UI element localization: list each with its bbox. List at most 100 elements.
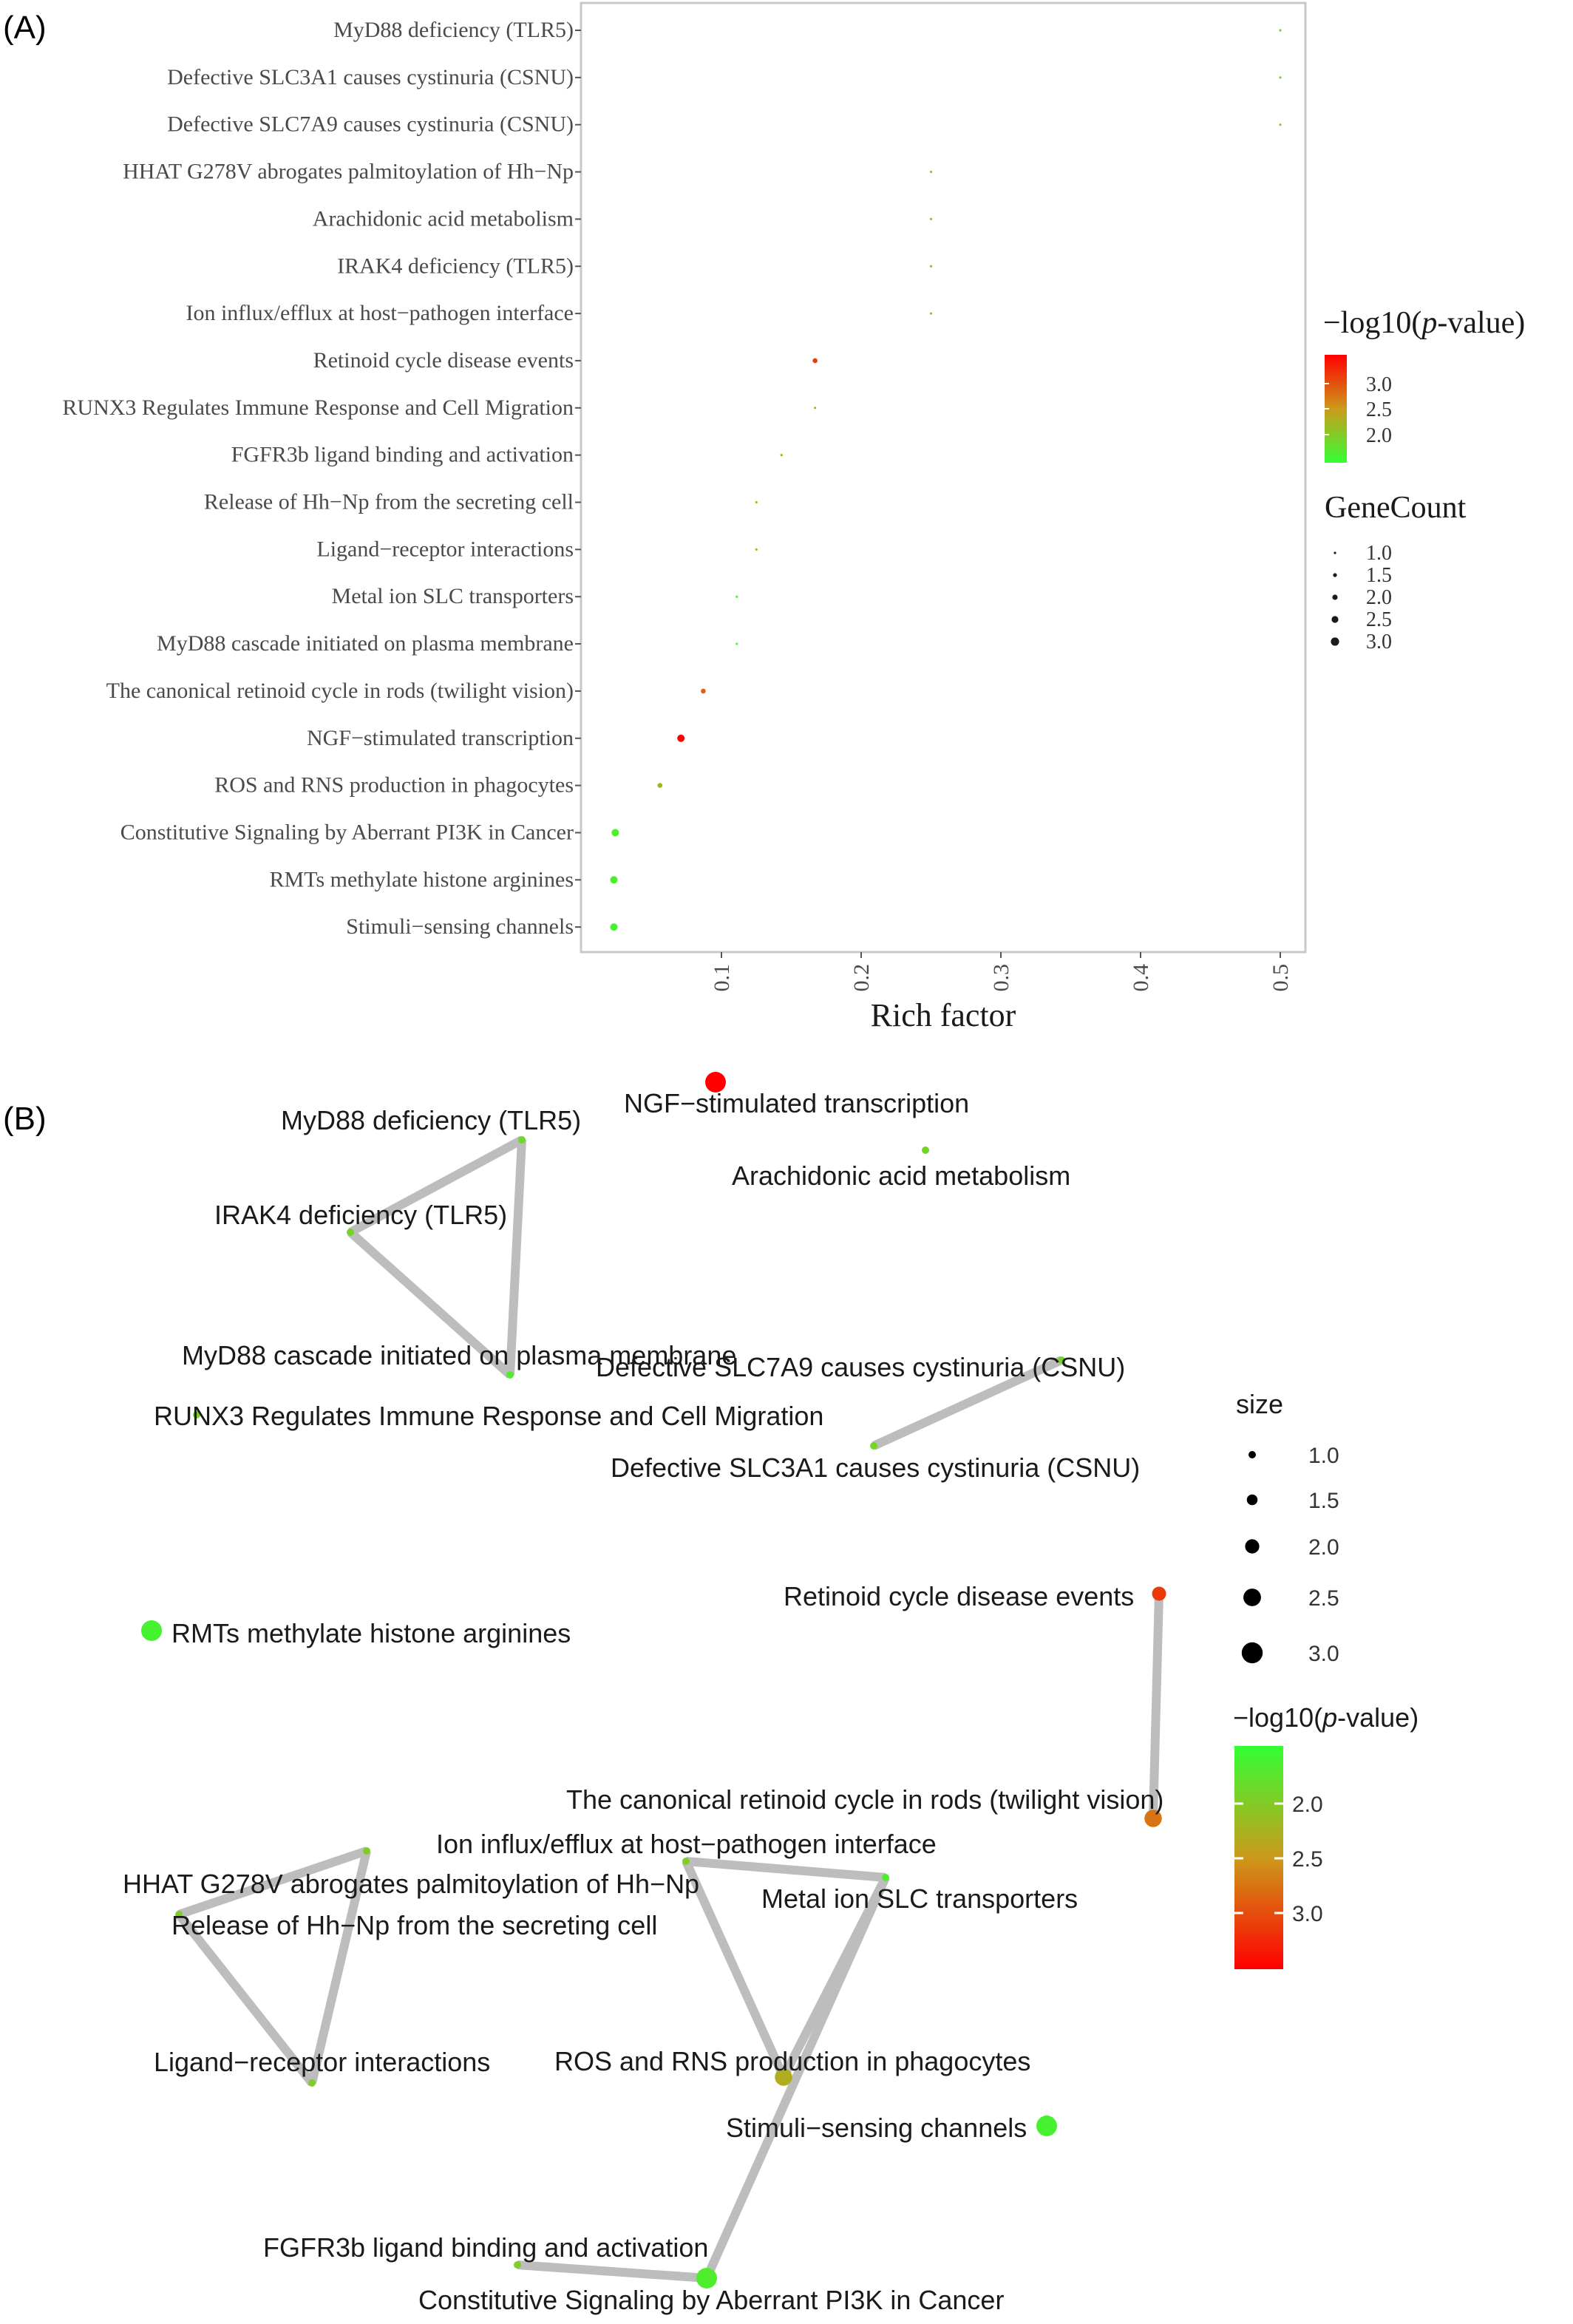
color-tick-label: 2.0 [1366,424,1392,447]
panel-a-label: (A) [3,10,47,46]
network-node-label: NGF−stimulated transcription [624,1088,969,1118]
network-node-label: Defective SLC3A1 causes cystinuria (CSNU… [611,1452,1140,1483]
size-legend-dot-b [1248,1451,1256,1458]
network-node [193,1411,200,1418]
size-legend-dot-b [1245,1539,1260,1554]
network-edges [175,1135,1163,2283]
network-edge [517,2260,707,2283]
y-tick-label: RUNX3 Regulates Immune Response and Cell… [62,395,574,420]
network-edge [175,1912,316,2086]
network-node [1036,2116,1057,2136]
network-edge [682,1859,788,2079]
size-legend-dot [1331,637,1339,646]
y-tick-label: MyD88 cascade initiated on plasma membra… [157,631,574,656]
data-point [755,548,758,551]
network-node-label: MyD88 deficiency (TLR5) [281,1105,581,1135]
size-legend-label: 2.0 [1366,586,1392,609]
network-node [308,2079,316,2087]
network-edge [1149,1593,1163,1819]
network-node-label: Arachidonic acid metabolism [732,1161,1070,1191]
network-node [696,2268,717,2289]
color-legend-title: −log10(p-value) [1323,306,1525,340]
color-tick-label: 2.5 [1366,398,1392,421]
network-node [775,2068,792,2086]
y-axis-labels: MyD88 deficiency (TLR5) Defective SLC3A1 … [62,18,581,939]
network-node [518,1136,526,1144]
color-legend-ticks-b: 2.0 2.5 3.0 [1234,1793,1323,1926]
network-edge [872,1356,1064,1450]
network-nodes [141,1072,1166,2289]
data-point [929,265,933,268]
network-node-label: IRAK4 deficiency (TLR5) [214,1200,507,1230]
size-legend-label: 2.5 [1366,608,1392,631]
y-tick-label: Constitutive Signaling by Aberrant PI3K … [120,820,574,844]
size-legend-dot [1334,551,1336,554]
y-tick-label: Defective SLC7A9 causes cystinuria (CSNU… [167,112,574,137]
data-point [610,923,618,931]
y-tick-label: RMTs methylate histone arginines [270,867,574,891]
y-tick-label: Ion influx/efflux at host−pathogen inter… [186,301,574,325]
y-tick-label: MyD88 deficiency (TLR5) [333,18,574,42]
y-tick-label: ROS and RNS production in phagocytes [214,773,574,798]
size-legend-label-b: 1.0 [1308,1444,1339,1468]
data-point [610,876,618,884]
data-point [929,170,933,174]
data-point [677,734,685,742]
network-node [922,1146,929,1154]
y-tick-label: FGFR3b ligand binding and activation [231,443,574,467]
panel-a-dot-plot: MyD88 deficiency (TLR5) Defective SLC3A1 … [62,1,1525,1033]
network-node [175,1911,183,1918]
network-node [1144,1810,1162,1827]
size-legend-dot [1331,616,1339,623]
network-node [1058,1356,1065,1364]
network-node-label: MyD88 cascade initiated on plasma membra… [182,1340,736,1370]
network-node-label: Defective SLC7A9 causes cystinuria (CSNU… [596,1352,1125,1382]
color-legend-title-b: −log10(p-value) [1233,1702,1419,1733]
data-point [812,358,818,364]
size-legend-items: 1.01.52.02.53.0 [1331,542,1392,653]
data-points [610,29,1282,931]
size-legend-label-b: 2.0 [1308,1535,1339,1560]
network-node [506,1371,514,1379]
data-point [780,454,783,457]
data-point [1279,123,1282,126]
x-axis-title: Rich factor [871,997,1016,1033]
network-node-label: Retinoid cycle disease events [784,1581,1134,1611]
network-edge [506,1139,526,1376]
y-tick-label: NGF−stimulated transcription [307,726,574,750]
data-point [735,595,738,598]
network-node-label: Release of Hh−Np from the secreting cell [171,1910,657,1940]
size-legend-label: 3.0 [1366,631,1392,653]
network-node-label: RUNX3 Regulates Immune Response and Cell… [154,1401,823,1431]
network-node-label: The canonical retinoid cycle in rods (tw… [566,1784,1163,1815]
color-tick-label: 3.0 [1366,373,1392,396]
network-edge [348,1135,524,1237]
network-node [514,2261,521,2269]
network-node [682,1858,690,1865]
color-tick-label-b: 2.0 [1292,1793,1323,1817]
size-legend-label: 1.5 [1366,564,1392,587]
panel-b-network: NGF−stimulated transcription MyD88 defici… [123,1072,1419,2315]
panel-b-label: (B) [3,1101,47,1137]
y-tick-label: Metal ion SLC transporters [332,584,574,608]
y-tick-label: Stimuli−sensing channels [346,914,574,939]
network-node [705,1072,726,1093]
network-node [870,1442,877,1450]
x-axis-ticks: 0.1 0.2 0.3 0.4 0.5 [710,952,1293,992]
size-legend-label-b: 3.0 [1308,1642,1339,1666]
data-point [735,642,738,645]
size-legend-dot [1332,594,1338,600]
size-legend-title: GeneCount [1325,491,1467,525]
data-point [814,407,817,410]
data-point [755,500,758,504]
plot-frame [580,1,1307,954]
network-node-label: ROS and RNS production in phagocytes [554,2046,1030,2076]
network-edge [308,1849,371,2085]
size-legend-label: 1.0 [1366,542,1392,565]
y-tick-label: IRAK4 deficiency (TLR5) [337,254,574,278]
size-legend-dot-b [1246,1494,1258,1506]
y-tick-label: Ligand−receptor interactions [316,537,574,561]
data-point [657,783,663,788]
network-edge [685,1857,886,1882]
